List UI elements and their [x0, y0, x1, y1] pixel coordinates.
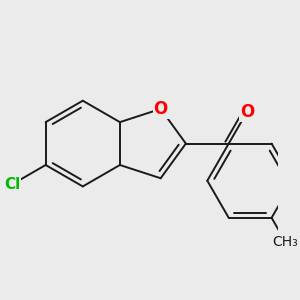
Text: O: O — [154, 100, 168, 118]
Text: O: O — [240, 103, 254, 121]
Text: CH₃: CH₃ — [273, 235, 298, 249]
Text: Cl: Cl — [4, 177, 20, 192]
